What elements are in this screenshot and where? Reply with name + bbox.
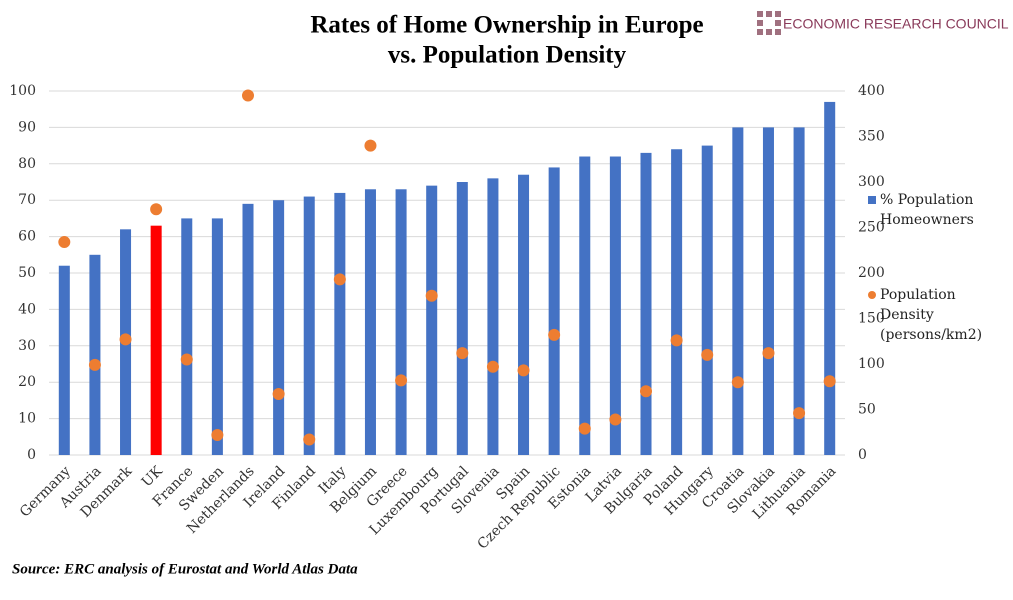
y-tick-label: 60 <box>18 229 36 245</box>
point <box>793 407 806 420</box>
bar <box>150 225 162 455</box>
y-tick-label: 70 <box>18 192 36 208</box>
bar <box>273 200 285 455</box>
bar <box>640 152 652 455</box>
bar <box>395 189 407 455</box>
bar <box>793 127 805 456</box>
legend-entry: % Population Homeowners <box>868 190 1010 230</box>
bar <box>181 218 193 455</box>
bar <box>762 127 774 456</box>
point <box>548 328 561 341</box>
bar <box>334 192 346 456</box>
bar <box>456 182 468 455</box>
bar <box>364 189 376 455</box>
point <box>150 203 163 216</box>
point <box>364 139 377 152</box>
chart-title: vs. Population Density <box>388 42 627 69</box>
point <box>242 89 254 102</box>
point <box>731 376 744 389</box>
y-tick-label: 90 <box>18 119 36 135</box>
point <box>578 422 591 435</box>
bar <box>548 167 560 455</box>
point <box>119 333 132 346</box>
y-tick-label: 40 <box>18 301 36 317</box>
point <box>640 385 652 398</box>
point <box>609 413 622 426</box>
point <box>486 360 499 373</box>
y-tick-label: 50 <box>18 265 36 281</box>
legend-entry: Population Density (persons/km2) <box>868 285 1010 345</box>
bar <box>609 156 621 455</box>
y-tick-label: 100 <box>9 83 36 99</box>
point <box>395 374 408 387</box>
y2-tick-label: 300 <box>858 174 885 190</box>
bar <box>487 178 499 456</box>
point <box>88 358 101 371</box>
y2-tick-label: 150 <box>858 311 885 327</box>
bar <box>89 254 101 455</box>
point <box>211 428 224 441</box>
point <box>670 334 683 347</box>
y-tick-label: 0 <box>27 447 36 463</box>
legend-label: Population Density (persons/km2) <box>880 287 983 343</box>
bar <box>58 265 70 455</box>
y-tick-label: 80 <box>18 156 36 172</box>
bar <box>242 203 254 455</box>
legend-label: % Population Homeowners <box>880 192 974 228</box>
bar <box>579 156 591 455</box>
y-tick-label: 20 <box>18 374 36 390</box>
point <box>272 388 285 401</box>
bar <box>732 127 744 456</box>
chart-title: Rates of Home Ownership in Europe <box>310 12 703 39</box>
point <box>823 375 836 388</box>
y2-tick-label: 100 <box>858 356 885 372</box>
bar <box>426 185 438 455</box>
point <box>762 347 775 360</box>
y-tick-label: 10 <box>18 411 36 427</box>
bar <box>671 149 683 456</box>
bar <box>211 218 223 455</box>
point <box>333 273 346 286</box>
y2-tick-label: 400 <box>858 83 885 99</box>
bar <box>518 174 530 455</box>
y2-tick-label: 0 <box>858 447 867 463</box>
bar <box>303 196 315 455</box>
source: Source: ERC analysis of Eurostat and Wor… <box>12 561 358 577</box>
y2-tick-label: 200 <box>858 265 885 281</box>
point <box>701 348 714 361</box>
bar <box>701 145 713 455</box>
point <box>456 347 469 360</box>
point <box>425 289 438 302</box>
point <box>303 433 316 446</box>
point <box>58 236 71 249</box>
point <box>517 364 530 377</box>
y2-tick-label: 250 <box>858 220 885 236</box>
y-tick-label: 30 <box>18 338 36 354</box>
y2-tick-label: 50 <box>858 402 876 418</box>
legend-swatch <box>868 291 876 299</box>
legend-swatch <box>868 196 876 204</box>
logo: ECONOMIC RESEARCH COUNCIL <box>783 16 1009 32</box>
logo-icon <box>757 11 781 35</box>
y2-tick-label: 350 <box>858 129 885 145</box>
bar <box>824 101 836 456</box>
point <box>180 353 193 366</box>
